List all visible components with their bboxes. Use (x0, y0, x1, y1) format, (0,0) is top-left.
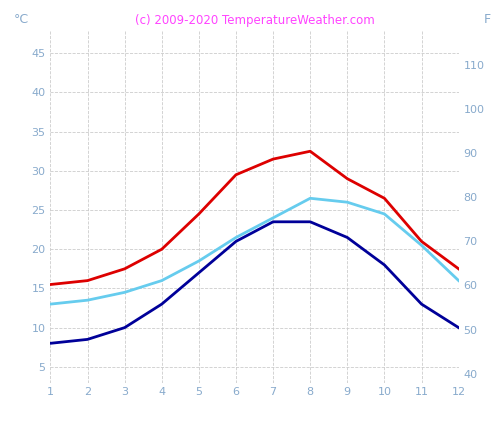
Title: (c) 2009-2020 TemperatureWeather.com: (c) 2009-2020 TemperatureWeather.com (135, 14, 374, 27)
Text: °C: °C (14, 13, 29, 26)
Text: F: F (484, 13, 491, 26)
